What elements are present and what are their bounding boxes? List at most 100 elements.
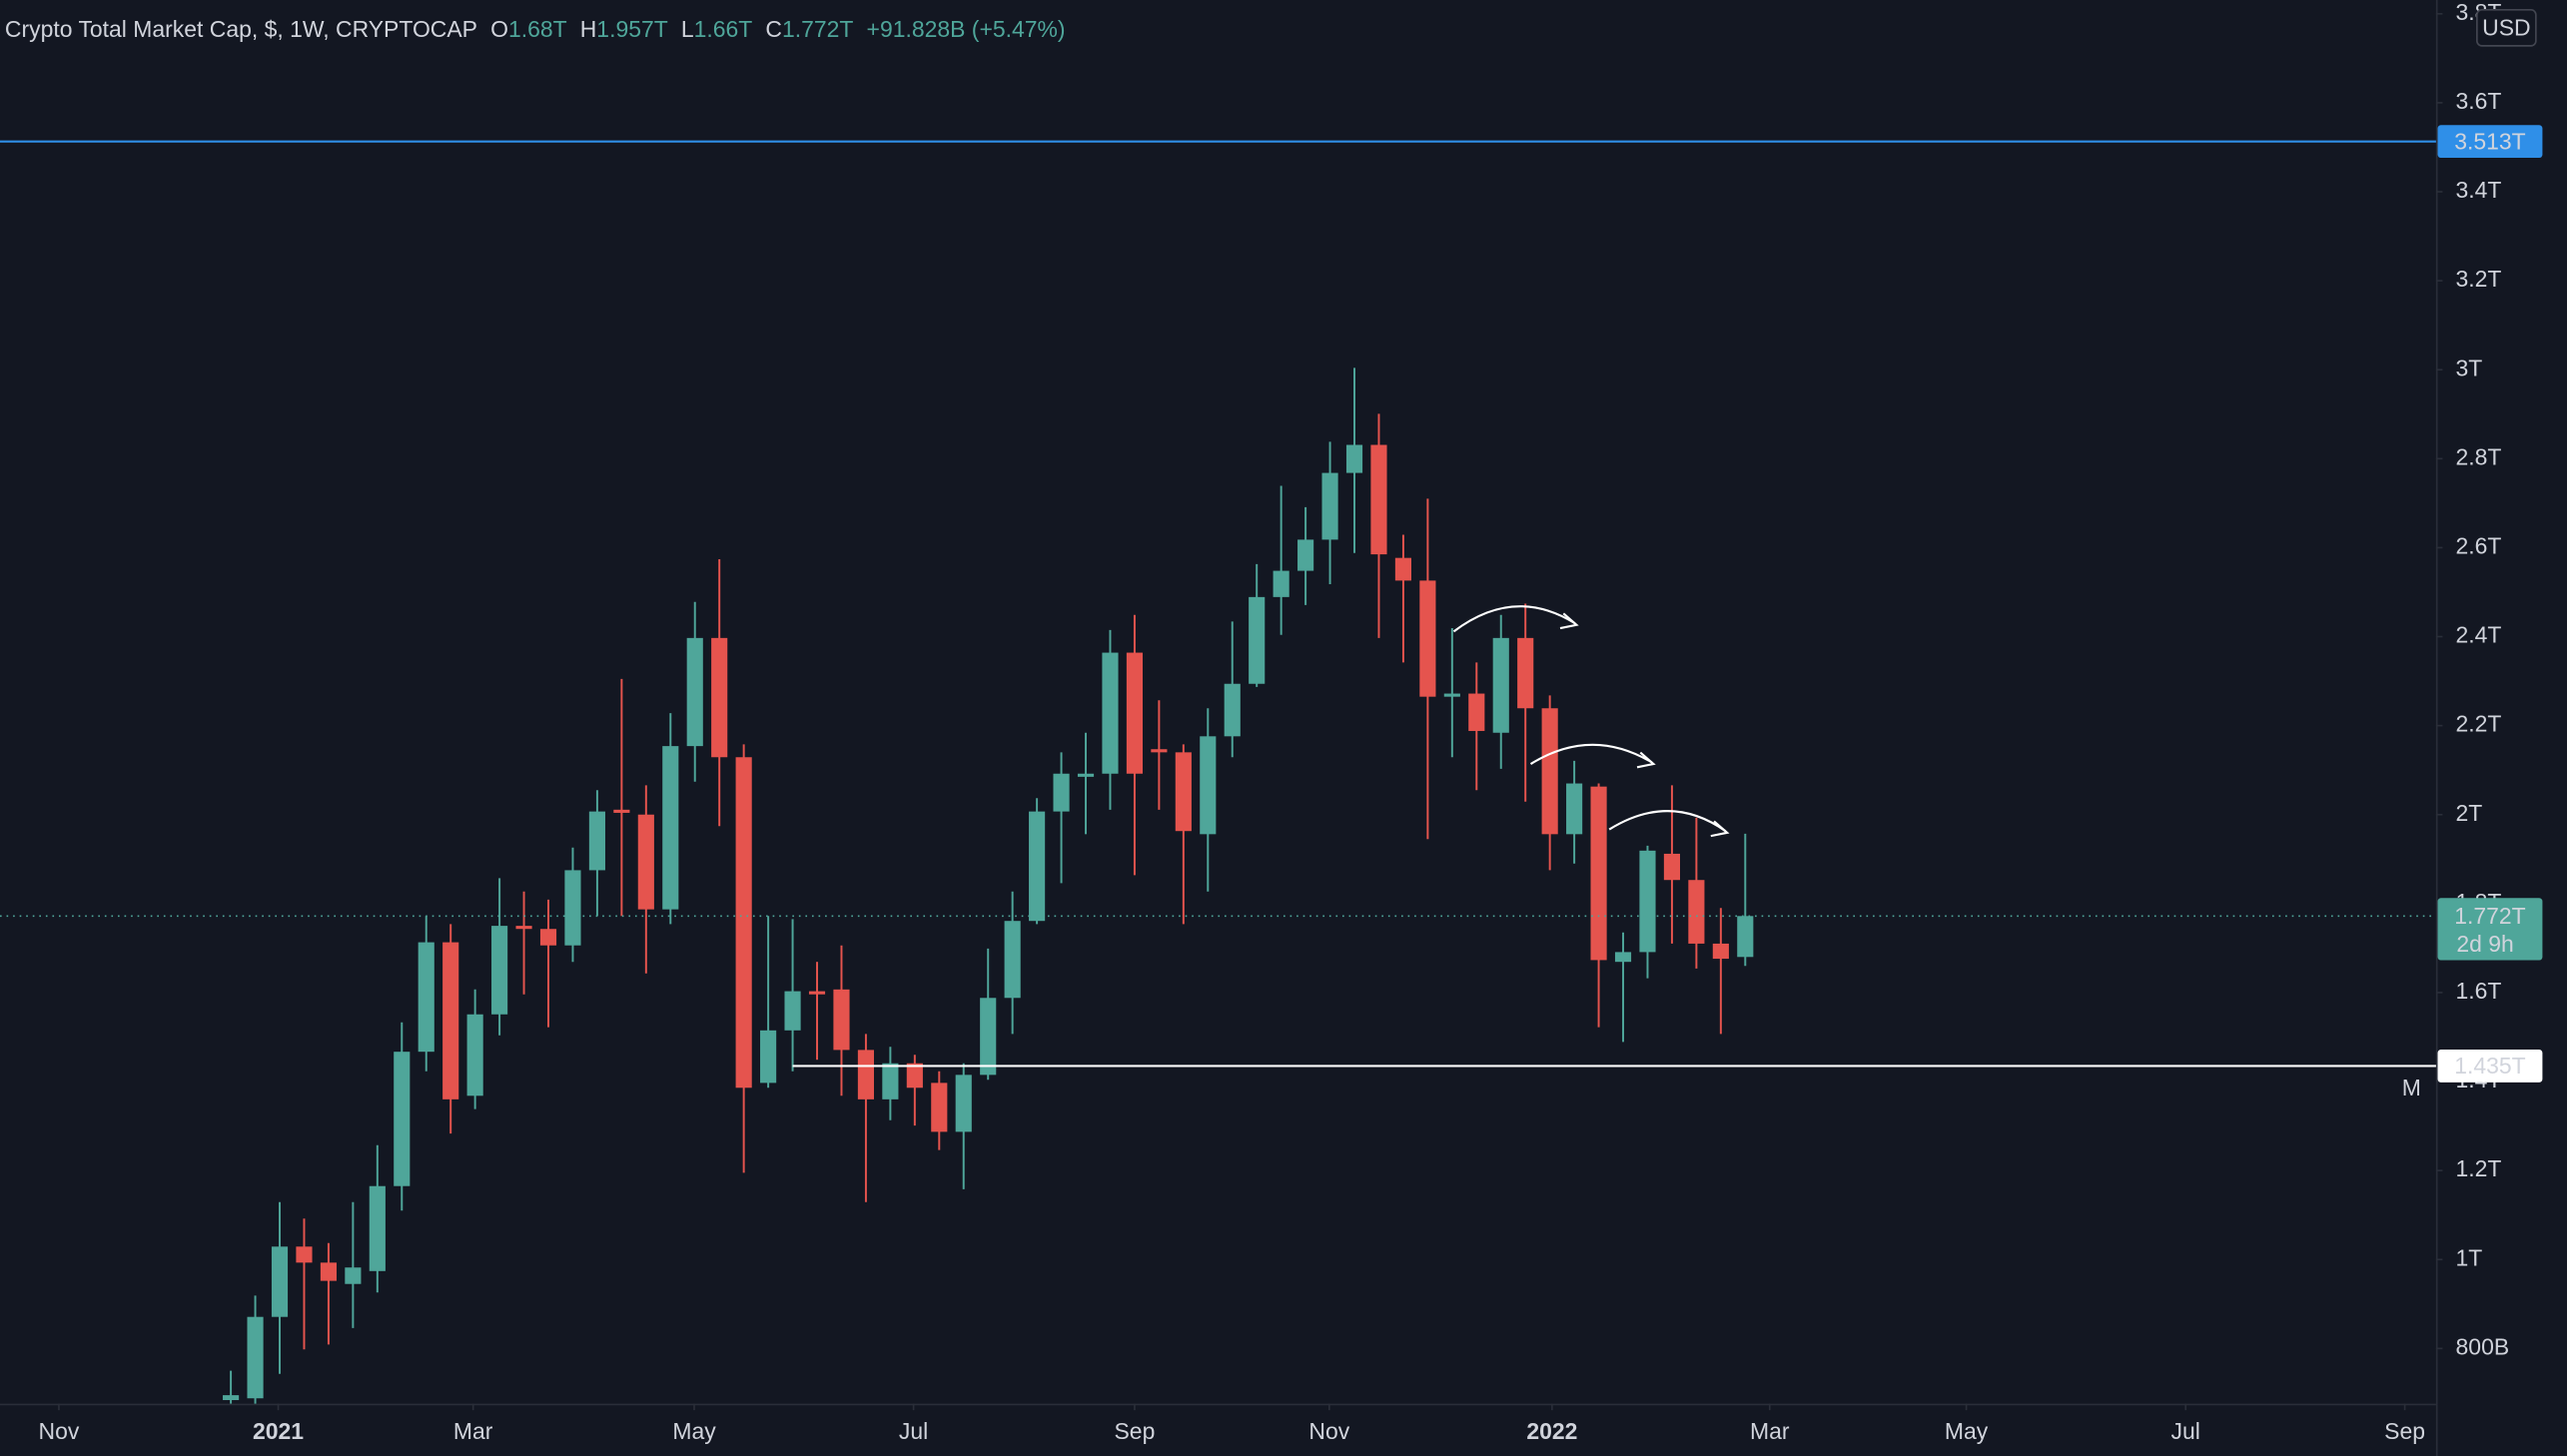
candle-body <box>296 1246 313 1263</box>
candle-body <box>1029 811 1046 922</box>
candle-body <box>1200 736 1217 835</box>
candle-body <box>320 1262 337 1281</box>
last-price-box <box>2437 898 2543 961</box>
countdown-label: 2d 9h <box>2456 931 2513 957</box>
candle-body <box>1321 472 1338 540</box>
curved-arrow <box>1608 810 1727 833</box>
currency-label[interactable]: USD <box>2482 15 2530 41</box>
candle-body <box>1151 749 1168 753</box>
y-tick-label: 3.2T <box>2456 266 2502 292</box>
candle-body <box>906 1063 923 1089</box>
candle-body <box>369 1185 386 1271</box>
session-marker: M <box>2402 1075 2421 1100</box>
candle-body <box>564 870 581 946</box>
candle-body <box>1102 652 1119 774</box>
candle-body <box>394 1052 411 1186</box>
x-tick-label: 2022 <box>1526 1418 1577 1444</box>
candle-body <box>1566 783 1583 835</box>
candle-body <box>808 991 826 995</box>
candle-body <box>711 637 728 758</box>
candle-body <box>931 1083 948 1132</box>
x-tick-label: 2021 <box>253 1418 304 1444</box>
y-tick-label: 1.2T <box>2456 1155 2502 1181</box>
y-tick-label: 3.4T <box>2456 177 2502 203</box>
x-tick-label: Sep <box>1115 1418 1156 1444</box>
candle-body <box>588 811 605 871</box>
candle-body <box>1443 693 1460 697</box>
plot-area <box>0 140 2436 1404</box>
arrow-head <box>1710 820 1730 838</box>
y-tick-label: 2.4T <box>2456 622 2502 648</box>
legend-label: C <box>765 16 782 42</box>
candle-body <box>1517 637 1534 709</box>
y-tick-label: 2.6T <box>2456 532 2502 558</box>
candle-body <box>1663 853 1681 881</box>
x-tick-label: Jul <box>2171 1418 2200 1444</box>
candle-body <box>637 814 654 910</box>
x-tick-label: May <box>672 1418 716 1444</box>
candle-body <box>1419 580 1436 697</box>
candle-body <box>955 1075 972 1132</box>
last-price-label: 1.772T <box>2454 903 2525 929</box>
candle-body <box>247 1316 264 1399</box>
y-tick-label: 3T <box>2456 355 2483 380</box>
candle-body <box>1224 683 1241 737</box>
candle-body <box>1249 596 1266 684</box>
legend-value: 1.66T <box>694 16 753 42</box>
x-tick-label: May <box>1945 1418 1989 1444</box>
legend-label: L <box>681 16 694 42</box>
candle-body <box>735 757 752 1089</box>
candle-body <box>1175 752 1192 832</box>
level-label: 3.513T <box>2454 128 2525 154</box>
x-tick-label: Nov <box>1308 1418 1349 1444</box>
candle-body <box>1126 652 1143 774</box>
candle-body <box>1492 637 1509 733</box>
candle-body <box>466 1014 483 1096</box>
candle-body <box>1688 880 1705 944</box>
candle-body <box>1468 693 1485 731</box>
candle-body <box>882 1063 899 1099</box>
candle-body <box>686 637 703 747</box>
candle-body <box>1053 773 1070 812</box>
legend-value: 1.772T <box>782 16 853 42</box>
drawings <box>1452 605 1730 838</box>
currency-button[interactable] <box>2476 9 2537 47</box>
candle-body <box>760 1030 777 1084</box>
x-tick-label: Mar <box>1750 1418 1790 1444</box>
candle-body <box>857 1050 874 1099</box>
candle-body <box>515 926 532 930</box>
candle-body <box>491 926 508 1015</box>
level-label-box <box>2437 125 2543 159</box>
x-tick-label: Jul <box>899 1418 928 1444</box>
candle-body <box>784 991 801 1031</box>
axes: 800B1T1.2T1.4T1.6T1.8T2T2.2T2.4T2.6T2.8T… <box>39 0 2543 1444</box>
candle-body <box>613 809 630 813</box>
candle-body <box>980 998 997 1076</box>
y-tick-label: 1T <box>2456 1244 2483 1270</box>
legend-label: O <box>490 16 508 42</box>
candle-body <box>223 1395 240 1401</box>
candle-body <box>1541 708 1558 835</box>
candle-body <box>1639 850 1656 953</box>
candle-body <box>1712 943 1729 960</box>
curved-arrow <box>1452 605 1576 633</box>
candle-body <box>539 929 557 946</box>
y-tick-label: 3.6T <box>2456 88 2502 114</box>
candle-body <box>662 746 679 910</box>
candle-body <box>1394 557 1411 581</box>
y-tick-label: 800B <box>2456 1333 2510 1359</box>
y-tick-label: 2T <box>2456 800 2483 826</box>
legend-value: 1.68T <box>508 16 567 42</box>
candle-body <box>1370 444 1387 555</box>
candle-body <box>1004 921 1021 999</box>
arrow-head <box>1636 751 1656 769</box>
candle-body <box>1297 539 1314 571</box>
candle-body <box>345 1267 362 1284</box>
level-label: 1.435T <box>2454 1053 2525 1079</box>
candle-body <box>418 942 434 1053</box>
candle-body <box>442 942 459 1099</box>
x-tick-label: Sep <box>2384 1418 2425 1444</box>
